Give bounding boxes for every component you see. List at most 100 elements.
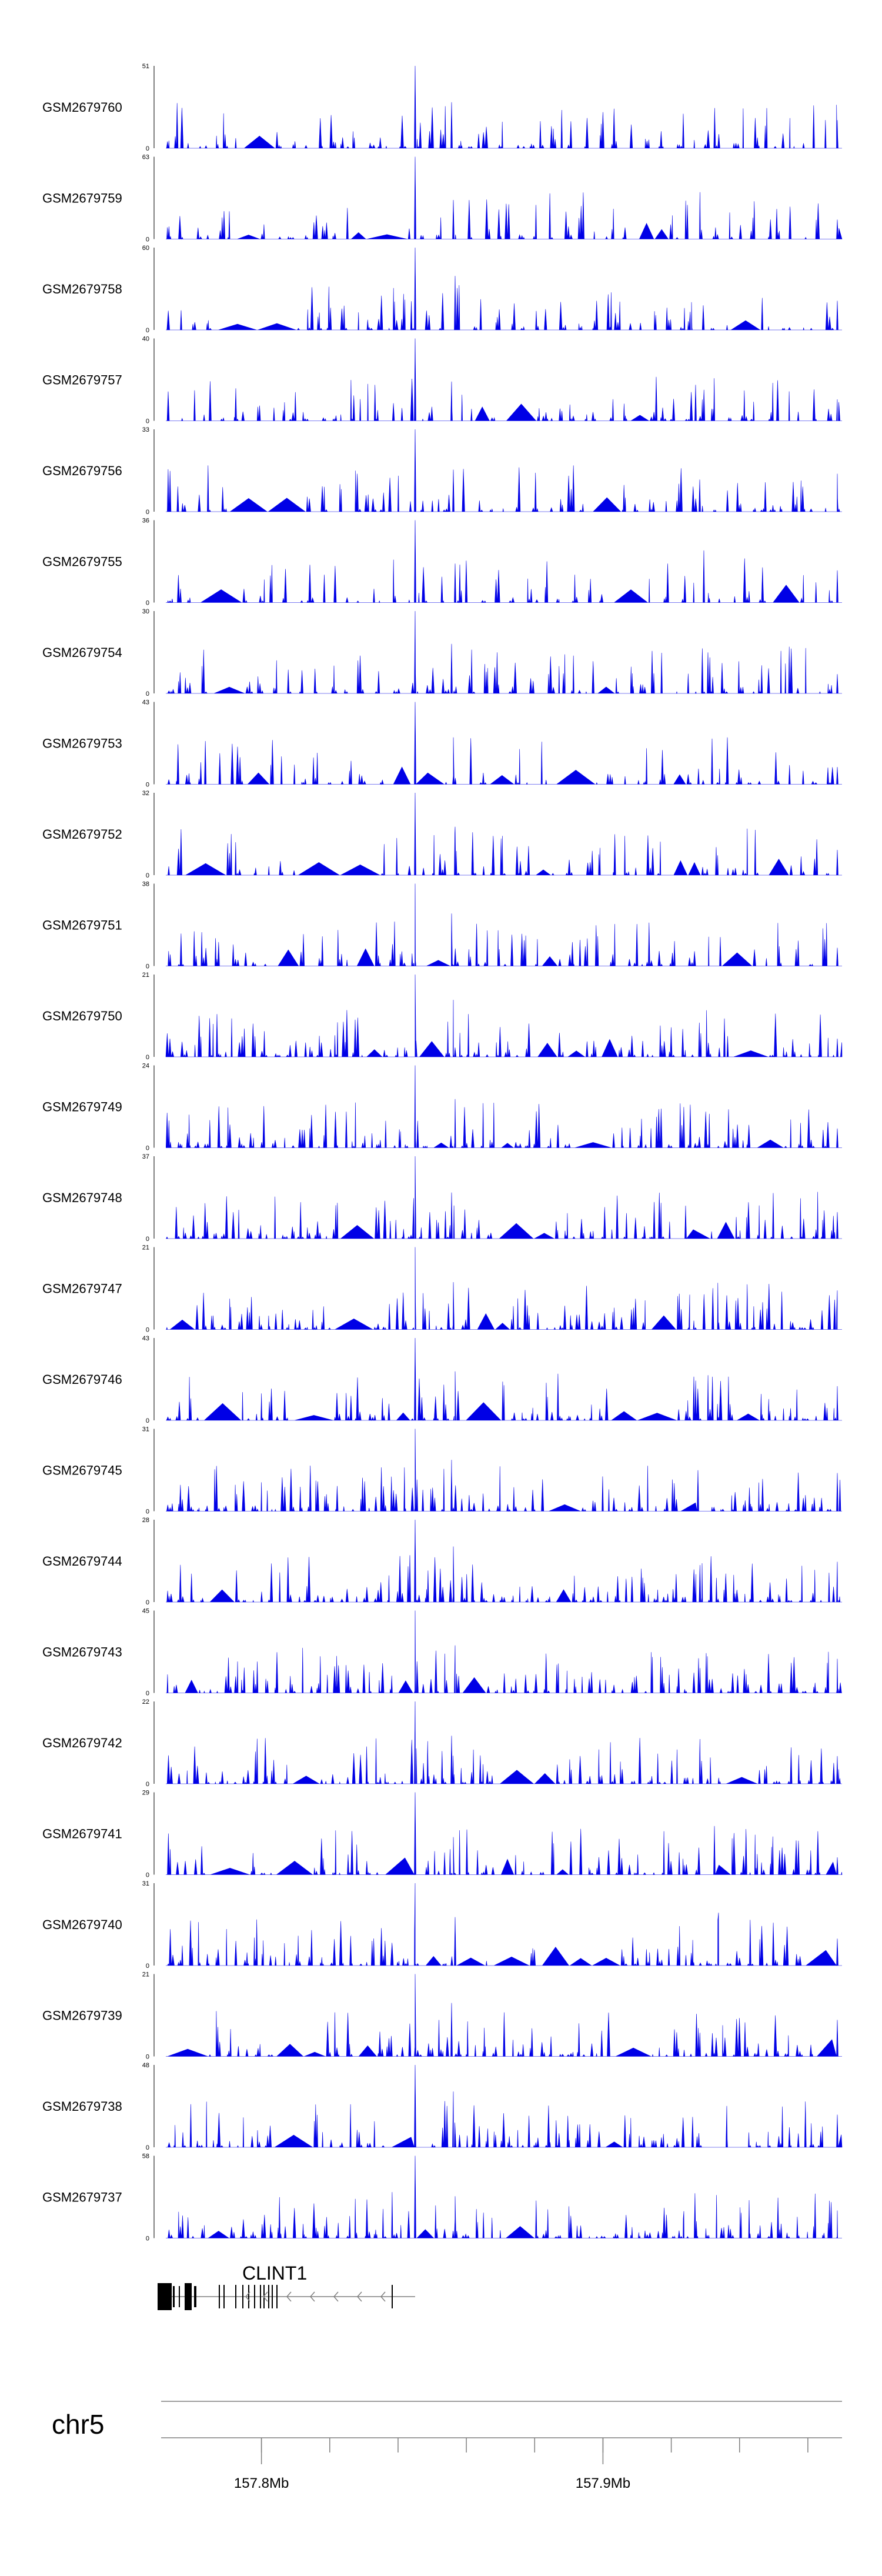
track-ymax-label: 36 — [142, 518, 149, 525]
track-label: GSM2679746 — [42, 1372, 122, 1387]
track-label: GSM2679748 — [42, 1190, 122, 1205]
track-ymin-label: 0 — [146, 1327, 149, 1334]
gene-exon — [173, 2286, 175, 2307]
track-ymin-label: 0 — [146, 1417, 149, 1424]
gene-exon — [268, 2285, 269, 2308]
x-tick-label: 157.8Mb — [234, 2475, 289, 2491]
coverage-profile — [166, 1156, 842, 1240]
gene-exon — [219, 2285, 220, 2308]
coverage-profile — [166, 2155, 842, 2239]
track-ymin-label: 0 — [146, 1963, 149, 1970]
track-label: GSM2679741 — [42, 1827, 122, 1841]
track-ymax-label: 38 — [142, 881, 149, 888]
track-label: GSM2679753 — [42, 736, 122, 751]
track-GSM2679744: GSM2679744 28 0 — [42, 1517, 842, 1606]
track-GSM2679759: GSM2679759 63 0 — [42, 154, 843, 243]
gene-exon — [254, 2285, 255, 2308]
track-ymax-label: 58 — [142, 2153, 149, 2160]
track-label: GSM2679738 — [42, 2099, 122, 2114]
track-GSM2679757: GSM2679757 40 0 — [42, 336, 842, 425]
coverage-profile — [166, 2064, 843, 2148]
strand-arrow-icon — [333, 2291, 339, 2302]
track-GSM2679754: GSM2679754 30 0 — [42, 608, 842, 698]
track-ymin-label: 0 — [146, 509, 149, 516]
track-ymax-label: 43 — [142, 699, 149, 706]
gene-exon — [392, 2285, 393, 2308]
coverage-profile — [166, 1337, 842, 1422]
track-GSM2679745: GSM2679745 31 0 — [42, 1426, 842, 1516]
coverage-profile — [166, 1519, 842, 1603]
track-GSM2679749: GSM2679749 24 0 — [42, 1063, 842, 1152]
track-GSM2679746: GSM2679746 43 0 — [42, 1335, 842, 1424]
coverage-profile — [166, 1792, 843, 1876]
track-GSM2679748: GSM2679748 37 0 — [42, 1153, 842, 1243]
track-label: GSM2679756 — [42, 463, 122, 478]
track-GSM2679751: GSM2679751 38 0 — [42, 881, 842, 970]
track-label: GSM2679752 — [42, 827, 122, 842]
track-ymin-label: 0 — [146, 1599, 149, 1606]
track-label: GSM2679747 — [42, 1282, 122, 1296]
track-ymin-label: 0 — [146, 600, 149, 607]
genome-axis-track: chr5 157.8Mb 157.9Mb — [52, 2401, 842, 2491]
coverage-profile — [166, 338, 842, 422]
track-GSM2679750: GSM2679750 21 0 — [42, 972, 843, 1061]
track-ymax-label: 30 — [142, 608, 149, 615]
gene-label: CLINT1 — [242, 2263, 307, 2284]
track-GSM2679755: GSM2679755 36 0 — [42, 518, 842, 607]
gene-exon — [272, 2285, 273, 2308]
track-GSM2679742: GSM2679742 22 0 — [42, 1699, 842, 1788]
track-ymax-label: 48 — [142, 2062, 149, 2069]
track-ymin-label: 0 — [146, 690, 149, 698]
track-label: GSM2679744 — [42, 1554, 122, 1569]
track-label: GSM2679749 — [42, 1100, 122, 1115]
gene-exon — [194, 2286, 196, 2307]
track-ymin-label: 0 — [146, 1872, 149, 1879]
gene-exon — [185, 2283, 192, 2310]
track-ymin-label: 0 — [146, 872, 149, 879]
track-label: GSM2679760 — [42, 100, 122, 115]
coverage-profile — [166, 1065, 842, 1149]
track-ymin-label: 0 — [146, 1690, 149, 1697]
coverage-profile — [166, 1974, 842, 2057]
gene-exon — [158, 2283, 172, 2310]
track-ymax-label: 37 — [142, 1153, 149, 1160]
coverage-profile — [166, 520, 842, 603]
strand-arrow-icon — [245, 2291, 250, 2302]
gene-exon — [248, 2285, 249, 2308]
track-label: GSM2679759 — [42, 191, 122, 206]
strand-arrow-icon — [357, 2291, 362, 2302]
track-GSM2679753: GSM2679753 43 0 — [42, 699, 842, 789]
track-GSM2679747: GSM2679747 21 0 — [42, 1244, 842, 1334]
gene-annotation-track: CLINT1 — [158, 2263, 415, 2310]
track-ymin-label: 0 — [146, 2054, 149, 2061]
track-GSM2679756: GSM2679756 33 0 — [42, 426, 842, 516]
track-label: GSM2679754 — [42, 645, 122, 660]
track-ymax-label: 24 — [142, 1063, 149, 1070]
strand-arrow-icon — [286, 2291, 292, 2302]
track-label: GSM2679757 — [42, 373, 122, 388]
track-ymax-label: 28 — [142, 1517, 149, 1524]
coverage-profile — [166, 1883, 842, 1967]
track-GSM2679758: GSM2679758 60 0 — [42, 245, 842, 334]
track-ymax-label: 40 — [142, 336, 149, 343]
track-GSM2679740: GSM2679740 31 0 — [42, 1880, 842, 1970]
track-ymin-label: 0 — [146, 236, 149, 243]
coverage-profile — [166, 610, 842, 695]
track-ymax-label: 45 — [142, 1608, 149, 1615]
track-label: GSM2679739 — [42, 2008, 122, 2023]
track-label: GSM2679740 — [42, 1917, 122, 1932]
x-tick-label: 157.9Mb — [576, 2475, 630, 2491]
coverage-profile — [165, 974, 843, 1058]
track-ymax-label: 21 — [142, 972, 149, 979]
track-ymax-label: 31 — [142, 1880, 149, 1887]
track-label: GSM2679758 — [42, 282, 122, 296]
gene-exon — [242, 2285, 243, 2308]
track-label: GSM2679742 — [42, 1736, 122, 1750]
track-ymax-label: 21 — [142, 1244, 149, 1252]
track-ymax-label: 22 — [142, 1699, 149, 1706]
track-ymin-label: 0 — [146, 963, 149, 970]
track-label: GSM2679743 — [42, 1645, 122, 1660]
coverage-profile — [166, 702, 842, 785]
coverage-profile — [166, 1429, 842, 1512]
